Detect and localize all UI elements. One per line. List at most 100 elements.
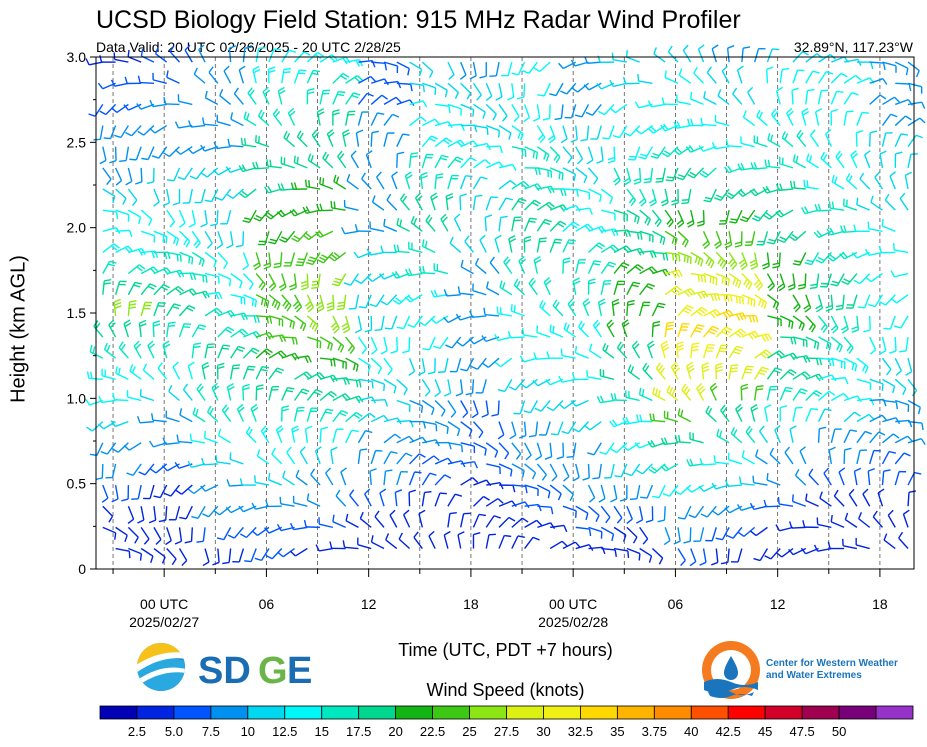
wind-barb	[238, 164, 257, 173]
wind-barb	[409, 82, 425, 93]
wind-barb	[396, 470, 408, 486]
wind-barb	[647, 100, 666, 108]
wind-barb	[623, 167, 632, 186]
wind-barb	[828, 446, 836, 465]
wind-barb	[256, 449, 270, 465]
wind-barb	[275, 425, 284, 444]
wind-barb	[532, 104, 541, 122]
wind-barb	[306, 315, 319, 332]
wind-barb	[126, 390, 142, 402]
wind-barb	[380, 245, 397, 254]
colorbar-box	[506, 705, 544, 720]
wind-barb	[242, 252, 250, 271]
wind-barb	[613, 526, 627, 542]
wind-barb	[716, 272, 730, 287]
wind-barb	[747, 86, 756, 105]
wind-barb	[124, 76, 142, 85]
wind-barb	[294, 371, 313, 380]
wind-barb	[498, 463, 513, 477]
wind-barb	[856, 413, 875, 423]
wind-barb	[613, 167, 621, 186]
wind-barb	[179, 408, 193, 423]
wind-barb	[894, 115, 912, 127]
wind-barb	[162, 188, 171, 207]
wind-barb	[843, 74, 862, 84]
wind-barb	[357, 537, 372, 550]
wind-barb	[174, 146, 193, 155]
wind-barb	[848, 488, 858, 507]
wind-barb	[383, 433, 402, 444]
wind-barb	[421, 61, 434, 79]
wind-barb	[818, 315, 828, 333]
wind-barb	[583, 82, 602, 91]
wind-barb	[115, 188, 127, 205]
wind-barb	[166, 209, 176, 228]
wind-barb	[342, 540, 359, 550]
wind-barb	[256, 315, 273, 324]
wind-barb	[332, 393, 351, 402]
wind-barb	[497, 378, 513, 393]
wind-barb	[602, 125, 615, 140]
wind-barb	[243, 111, 257, 127]
wind-barb	[536, 201, 555, 211]
wind-barb	[115, 209, 130, 222]
wind-barb	[699, 167, 717, 178]
wind-barb	[665, 167, 679, 182]
wind-barb	[842, 198, 858, 211]
wind-barb	[154, 46, 168, 63]
wind-barb	[756, 109, 768, 127]
wind-barb	[636, 414, 653, 423]
wind-barb	[413, 531, 423, 549]
wind-barb	[137, 75, 154, 84]
wind-barb	[881, 469, 891, 486]
wind-barb	[460, 357, 475, 372]
wind-barb	[383, 378, 397, 394]
wind-barb	[244, 548, 257, 563]
wind-barb	[345, 357, 359, 372]
wind-barb	[460, 400, 469, 419]
wind-barb	[511, 535, 525, 549]
wind-barb	[384, 315, 398, 330]
wind-barb	[217, 344, 231, 359]
wind-barb	[726, 45, 735, 63]
wind-barb	[830, 72, 848, 84]
wind-barb	[657, 506, 666, 523]
wind-barb	[472, 495, 490, 507]
wind-barb	[855, 537, 870, 550]
wind-barb	[741, 294, 756, 308]
wind-barb	[562, 463, 570, 482]
wind-barb	[676, 209, 685, 228]
cw3e-logo: Center for Western Weather and Water Ext…	[700, 638, 910, 702]
wind-barb	[225, 505, 244, 514]
wind-barb	[711, 482, 730, 490]
wind-barb	[421, 455, 440, 465]
wind-barb	[709, 382, 718, 401]
y-tick-label: 2.0	[67, 220, 87, 236]
wind-barb	[818, 357, 835, 367]
wind-barb	[677, 548, 686, 566]
wind-barb	[882, 61, 897, 73]
wind-barb	[638, 146, 654, 160]
wind-barb	[410, 215, 423, 232]
colorbar-label: 10	[241, 724, 255, 739]
wind-barb	[562, 484, 574, 501]
wind-barb	[787, 273, 796, 291]
wind-barb	[292, 495, 308, 507]
wind-barb	[257, 109, 270, 127]
wind-barb	[792, 371, 811, 380]
wind-barb	[598, 103, 615, 116]
wind-barb	[702, 231, 711, 250]
wind-barb	[570, 125, 578, 143]
wind-barb	[766, 473, 781, 486]
wind-barb	[887, 509, 896, 528]
wind-barb	[191, 324, 207, 338]
wind-barb	[792, 154, 807, 169]
wind-barb	[447, 103, 462, 116]
wind-barb	[268, 350, 287, 359]
wind-barb	[484, 214, 493, 232]
station-coordinates: 32.89°N, 117.23°W	[793, 39, 913, 55]
wind-barb	[582, 463, 590, 481]
wind-barb	[804, 252, 820, 266]
wind-barb	[240, 137, 257, 148]
wind-barb	[823, 467, 832, 486]
